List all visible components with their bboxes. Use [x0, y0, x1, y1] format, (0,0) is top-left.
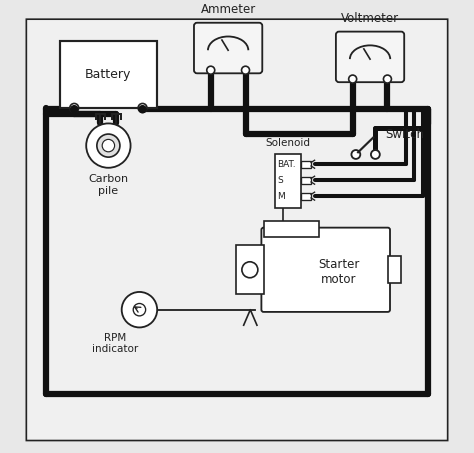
Text: RPM
indicator: RPM indicator [92, 333, 138, 354]
Circle shape [371, 150, 380, 159]
Text: BAT.: BAT. [277, 160, 296, 169]
Text: Starter
motor: Starter motor [319, 258, 360, 286]
Text: Ammeter: Ammeter [201, 3, 256, 16]
Circle shape [122, 292, 157, 328]
Circle shape [97, 134, 120, 157]
Bar [264, 221, 319, 236]
Circle shape [139, 106, 146, 113]
Bar [388, 256, 401, 283]
Text: S: S [277, 176, 283, 185]
Text: Carbon
pile: Carbon pile [88, 174, 128, 196]
Text: M: M [277, 192, 285, 201]
Circle shape [242, 262, 258, 278]
Circle shape [70, 103, 79, 112]
FancyBboxPatch shape [336, 32, 404, 82]
Text: Voltmeter: Voltmeter [341, 12, 399, 25]
Circle shape [207, 66, 215, 74]
Bar [301, 161, 311, 168]
Bar [301, 177, 311, 184]
Circle shape [71, 106, 78, 113]
Bar [301, 193, 311, 200]
FancyBboxPatch shape [261, 228, 390, 312]
Text: Switch: Switch [385, 128, 425, 141]
Circle shape [86, 123, 130, 168]
Circle shape [102, 140, 115, 152]
Bar [236, 246, 264, 294]
Circle shape [133, 304, 146, 316]
Circle shape [138, 103, 147, 112]
FancyBboxPatch shape [27, 19, 447, 440]
Circle shape [383, 75, 392, 83]
Text: Solenoid: Solenoid [265, 138, 310, 148]
Bar [275, 154, 301, 207]
Circle shape [349, 75, 356, 83]
Circle shape [242, 66, 249, 74]
Text: Battery: Battery [85, 68, 132, 81]
FancyBboxPatch shape [194, 23, 262, 73]
Circle shape [351, 150, 360, 159]
Bar [60, 41, 157, 108]
